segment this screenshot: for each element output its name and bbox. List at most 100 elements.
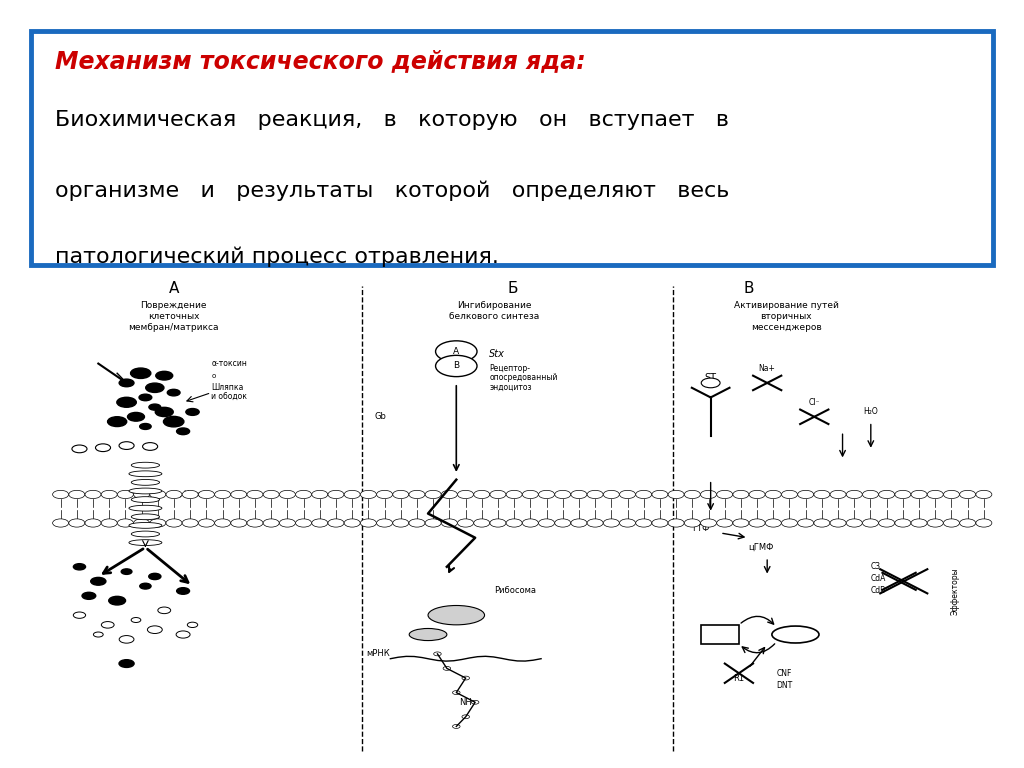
Circle shape (52, 519, 69, 527)
Circle shape (139, 583, 152, 589)
Circle shape (139, 423, 152, 429)
Circle shape (959, 490, 976, 498)
Circle shape (830, 490, 846, 498)
Circle shape (215, 519, 230, 527)
Circle shape (263, 519, 280, 527)
Circle shape (377, 490, 392, 498)
Circle shape (846, 490, 862, 498)
Circle shape (117, 397, 136, 407)
Circle shape (176, 428, 189, 435)
Circle shape (118, 519, 133, 527)
Circle shape (409, 519, 425, 527)
Ellipse shape (129, 505, 162, 511)
Circle shape (830, 519, 846, 527)
Circle shape (781, 519, 798, 527)
Text: А: А (169, 281, 179, 296)
Circle shape (164, 416, 184, 427)
Circle shape (296, 519, 311, 527)
Text: CNF: CNF (776, 669, 792, 677)
Circle shape (750, 519, 765, 527)
Circle shape (101, 519, 117, 527)
Circle shape (230, 519, 247, 527)
Circle shape (177, 588, 189, 594)
Text: NH: NH (460, 698, 472, 707)
Circle shape (620, 519, 636, 527)
Ellipse shape (772, 626, 819, 643)
Text: эндоцитоз: эндоцитоз (489, 383, 531, 392)
Circle shape (247, 490, 263, 498)
Ellipse shape (131, 479, 160, 485)
Text: Механизм токсического действия яда:: Механизм токсического действия яда: (55, 49, 586, 74)
Circle shape (150, 519, 166, 527)
Circle shape (377, 519, 392, 527)
Circle shape (684, 519, 700, 527)
Circle shape (263, 490, 280, 498)
Circle shape (506, 490, 522, 498)
Circle shape (360, 519, 377, 527)
Circle shape (733, 490, 749, 498)
Circle shape (458, 519, 473, 527)
Circle shape (409, 490, 425, 498)
Circle shape (121, 569, 132, 574)
Circle shape (976, 490, 992, 498)
Circle shape (215, 490, 230, 498)
Text: ГТФ: ГТФ (692, 524, 710, 532)
Ellipse shape (129, 540, 162, 545)
Circle shape (441, 519, 458, 527)
Circle shape (539, 490, 555, 498)
Text: R1: R1 (733, 674, 744, 683)
Circle shape (119, 660, 134, 667)
Circle shape (435, 341, 477, 362)
Text: Б: Б (508, 281, 518, 296)
Circle shape (733, 519, 749, 527)
Circle shape (186, 409, 199, 415)
Text: Рибосома: Рибосома (494, 587, 536, 595)
Circle shape (166, 490, 182, 498)
Circle shape (652, 490, 668, 498)
Text: Повреждение
клеточных
мембран/матрикса: Повреждение клеточных мембран/матрикса (128, 300, 219, 332)
Text: Cl⁻: Cl⁻ (809, 398, 820, 407)
Text: Активирование путей
вторичных
мессенджеров: Активирование путей вторичных мессенджер… (733, 300, 839, 332)
Circle shape (82, 592, 95, 599)
Circle shape (879, 490, 895, 498)
Circle shape (862, 490, 879, 498)
Circle shape (555, 490, 570, 498)
Text: DNT: DNT (776, 680, 793, 690)
Circle shape (798, 519, 814, 527)
Text: цГМФ: цГМФ (749, 543, 774, 552)
Circle shape (119, 379, 134, 387)
Ellipse shape (701, 378, 720, 388)
Circle shape (943, 519, 959, 527)
Circle shape (247, 519, 263, 527)
Circle shape (717, 490, 733, 498)
Circle shape (74, 564, 86, 570)
Ellipse shape (131, 462, 160, 468)
Circle shape (943, 490, 959, 498)
Circle shape (959, 519, 976, 527)
Circle shape (425, 490, 441, 498)
Circle shape (765, 519, 781, 527)
Circle shape (199, 519, 214, 527)
Circle shape (668, 490, 684, 498)
Circle shape (139, 394, 152, 401)
Circle shape (344, 490, 360, 498)
Circle shape (489, 519, 506, 527)
Circle shape (474, 490, 489, 498)
Circle shape (879, 519, 895, 527)
Text: патологический процесс отравления.: патологический процесс отравления. (55, 247, 499, 266)
Circle shape (150, 490, 166, 498)
Circle shape (230, 490, 247, 498)
Text: С3: С3 (870, 562, 881, 571)
Circle shape (156, 371, 173, 380)
Circle shape (571, 519, 587, 527)
Circle shape (393, 519, 409, 527)
Circle shape (555, 519, 570, 527)
Circle shape (167, 389, 180, 396)
Circle shape (750, 490, 765, 498)
Text: Ингибирование
белкового синтеза: Ингибирование белкового синтеза (449, 300, 539, 321)
Text: Шляпка: Шляпка (211, 383, 244, 392)
Text: и ободок: и ободок (211, 393, 248, 402)
Circle shape (474, 519, 489, 527)
Circle shape (145, 383, 164, 392)
Circle shape (717, 519, 733, 527)
